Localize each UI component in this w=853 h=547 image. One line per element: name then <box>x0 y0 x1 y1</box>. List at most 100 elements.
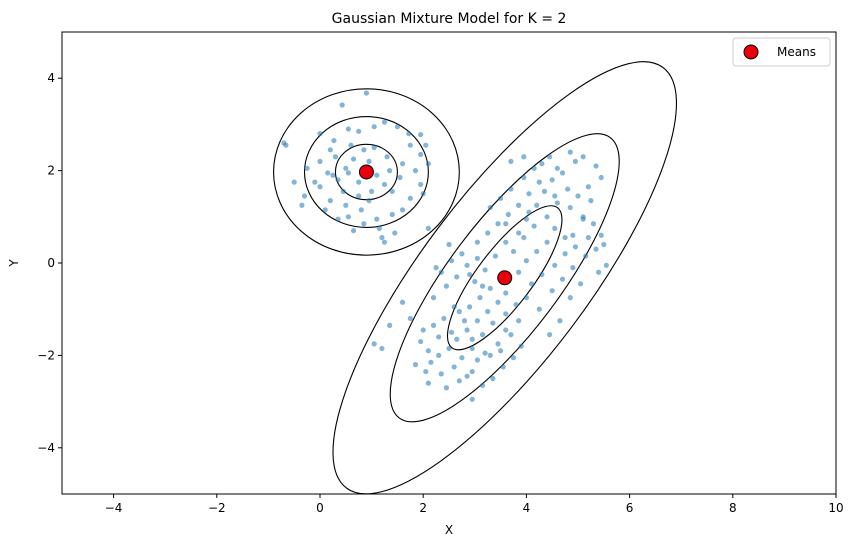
scatter-point <box>498 348 504 354</box>
scatter-point <box>350 228 357 234</box>
scatter-point <box>376 225 382 231</box>
scatter-point <box>423 142 429 148</box>
scatter-point <box>327 198 333 204</box>
scatter-point <box>585 234 591 241</box>
scatter-point <box>580 216 586 222</box>
scatter-point <box>407 142 413 148</box>
scatter-point <box>454 336 460 342</box>
scatter-point <box>464 327 470 333</box>
scatter-point <box>459 355 465 361</box>
scatter-point <box>526 209 532 215</box>
scatter-point <box>335 177 341 183</box>
scatter-point <box>366 198 372 204</box>
scatter-point <box>585 184 591 190</box>
scatter-point <box>523 258 530 264</box>
scatter-point <box>451 364 457 370</box>
x-tick-label: 2 <box>419 501 427 515</box>
scatter-point <box>467 304 473 310</box>
scatter-point <box>420 191 426 197</box>
scatter-point <box>534 202 540 208</box>
contour-ellipse <box>446 205 563 351</box>
scatter-point <box>430 322 437 328</box>
scatter-point <box>418 181 424 188</box>
scatter-point <box>371 124 377 130</box>
scatter-point <box>371 341 377 347</box>
legend-means-label: Means <box>777 45 816 59</box>
legend: Means <box>732 37 831 67</box>
scatter-point <box>469 396 475 402</box>
scatter-point <box>508 158 514 164</box>
scatter-point <box>467 271 473 278</box>
scatter-point <box>554 165 560 171</box>
scatter-point <box>371 144 377 151</box>
x-tick-label: −2 <box>208 501 226 515</box>
scatter-point <box>469 336 475 342</box>
scatter-point <box>456 378 462 384</box>
means-layer <box>358 164 513 286</box>
scatter-point <box>567 204 573 211</box>
scatter-point <box>588 198 594 204</box>
scatter-point <box>549 288 555 294</box>
scatter-point <box>562 234 568 241</box>
scatter-point <box>335 216 341 222</box>
scatter-point <box>291 179 297 185</box>
scatter-point <box>508 186 514 192</box>
scatter-point <box>392 230 398 236</box>
scatter-point <box>539 271 545 278</box>
scatter-point <box>436 352 442 358</box>
scatter-point <box>516 230 522 236</box>
scatter-point <box>322 207 328 213</box>
scatter-point <box>451 304 457 310</box>
scatter-point <box>534 248 540 255</box>
scatter-points <box>281 90 609 402</box>
scatter-point <box>544 239 550 245</box>
contour-ellipse <box>273 88 460 256</box>
scatter-point <box>374 172 380 178</box>
scatter-point <box>418 151 424 158</box>
scatter-point <box>562 251 568 257</box>
scatter-point <box>598 174 604 181</box>
scatter-point <box>345 170 351 176</box>
scatter-point <box>348 142 354 148</box>
scatter-point <box>567 149 573 155</box>
scatter-point <box>557 318 563 324</box>
scatter-point <box>363 90 370 96</box>
scatter-point <box>487 285 493 292</box>
scatter-point <box>464 373 470 379</box>
scatter-point <box>381 181 388 188</box>
legend-means-marker <box>743 44 759 60</box>
scatter-point <box>479 332 486 338</box>
scatter-point <box>552 193 558 199</box>
scatter-point <box>317 131 323 137</box>
scatter-point <box>399 161 406 167</box>
scatter-point <box>406 131 412 137</box>
x-tick-label: 4 <box>523 501 531 515</box>
scatter-point <box>541 188 548 194</box>
scatter-point <box>598 232 604 238</box>
scatter-point <box>603 262 609 268</box>
scatter-point <box>356 128 362 134</box>
scatter-point <box>516 202 522 208</box>
scatter-point <box>567 295 573 301</box>
scatter-point <box>304 165 310 171</box>
scatter-point <box>552 225 558 231</box>
scatter-point <box>448 258 455 264</box>
x-axis-ticks: −4 −2 0 2 4 6 8 10 <box>105 494 844 515</box>
mean-marker <box>358 164 374 180</box>
scatter-point <box>503 290 509 296</box>
legend-box <box>732 37 831 67</box>
scatter-point <box>523 216 530 222</box>
scatter-point <box>544 214 550 220</box>
scatter-point <box>503 221 509 227</box>
scatter-point <box>381 239 388 245</box>
scatter-point <box>503 239 509 245</box>
scatter-point <box>559 276 566 282</box>
y-tick-label: 2 <box>47 164 55 178</box>
scatter-point <box>438 269 444 275</box>
scatter-point <box>536 306 542 312</box>
scatter-point <box>425 380 431 386</box>
scatter-point <box>593 246 599 252</box>
scatter-point <box>343 165 349 171</box>
scatter-point <box>510 248 517 255</box>
scatter-point <box>523 295 530 301</box>
